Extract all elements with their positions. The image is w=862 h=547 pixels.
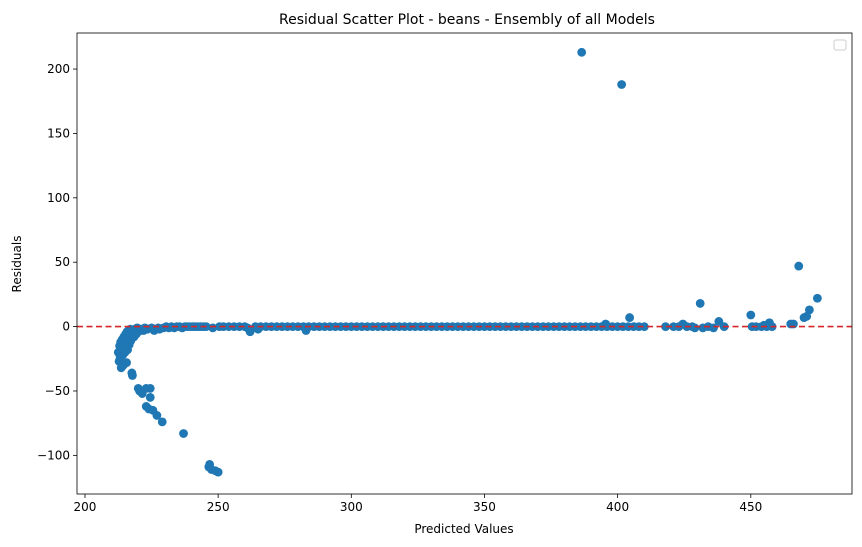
scatter-point: [127, 371, 137, 380]
y-tick-label: 0: [62, 320, 70, 334]
scatter-point: [746, 310, 756, 320]
y-tick-label: 100: [47, 191, 70, 205]
scatter-point: [709, 323, 718, 333]
y-tick-label: −100: [37, 448, 70, 462]
y-axis-ticks: −100 −50 0 50 100 150 200: [37, 62, 77, 462]
plot-area: [77, 33, 852, 494]
x-axis-title: Predicted Values: [414, 522, 513, 536]
scatter-point: [639, 322, 649, 331]
chart-title: Residual Scatter Plot - beans - Ensembly…: [279, 12, 655, 28]
scatter-point: [208, 323, 218, 333]
scatter-point: [625, 313, 635, 322]
scatter-point: [122, 358, 131, 368]
scatter-point: [794, 261, 804, 271]
y-tick-label: 50: [55, 255, 70, 269]
scatter-point: [577, 47, 587, 57]
x-tick-label: 200: [74, 500, 97, 514]
x-axis-ticks: 200 250 300 350 400 450: [74, 494, 762, 514]
x-tick-label: 350: [473, 500, 496, 514]
scatter-point: [145, 393, 155, 402]
x-tick-label: 450: [739, 500, 762, 514]
scatter-point: [145, 384, 155, 393]
scatter-point: [695, 299, 705, 308]
x-tick-label: 250: [207, 500, 230, 514]
scatter-point: [812, 293, 822, 303]
scatter-point: [617, 80, 627, 89]
plot-frame: [76, 32, 853, 495]
y-tick-label: 200: [47, 62, 70, 76]
x-tick-label: 300: [340, 500, 363, 514]
scatter-point: [213, 467, 223, 477]
scatter-point: [179, 429, 188, 438]
y-axis-title: Residuals: [10, 236, 24, 293]
scatter-point: [690, 323, 700, 333]
scatter-point: [157, 417, 167, 427]
y-tick-label: −50: [45, 384, 70, 398]
scatter-point: [661, 322, 670, 331]
x-tick-label: 400: [606, 500, 629, 514]
empty-legend: [833, 39, 847, 51]
scatter-point: [804, 305, 814, 315]
scatter-point: [152, 411, 162, 420]
y-tick-label: 150: [47, 126, 70, 140]
